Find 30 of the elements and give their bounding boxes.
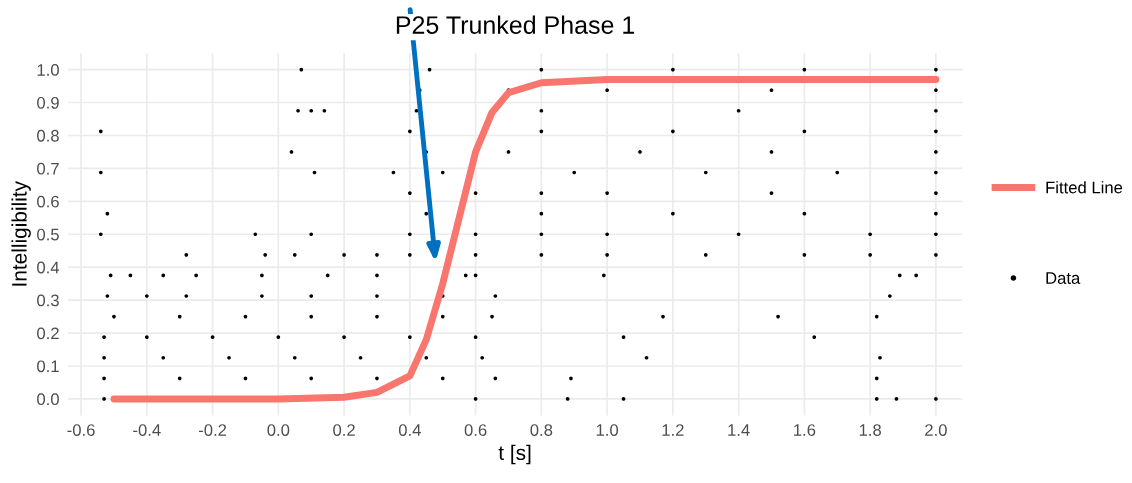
y-axis-title: Intelligibility <box>11 181 31 286</box>
y-tick-label: 0.7 <box>37 162 59 175</box>
y-tick-label: 0.9 <box>37 96 59 109</box>
legend-label: Fitted Line <box>1046 181 1123 194</box>
x-tick-label: 0.6 <box>464 424 487 436</box>
x-tick-label: 1.0 <box>596 424 619 436</box>
y-tick-label: 0.0 <box>37 393 59 406</box>
x-tick-label: -0.2 <box>198 424 227 436</box>
x-tick-label: 1.6 <box>794 424 816 436</box>
x-tick-label: 0.4 <box>398 424 421 436</box>
y-tick-label: 0.2 <box>37 327 59 340</box>
x-tick-label: 2.0 <box>925 424 947 436</box>
x-tick-label: -0.4 <box>133 424 161 436</box>
y-tick-label: 0.3 <box>37 294 59 307</box>
y-tick-label: 1.0 <box>37 64 59 76</box>
y-tick-label: 0.6 <box>37 195 59 208</box>
x-tick-label: 1.8 <box>859 424 881 436</box>
legend-label: Data <box>1046 272 1081 284</box>
x-tick-label: 0.0 <box>267 424 290 436</box>
x-tick-label: 1.2 <box>662 424 684 436</box>
x-tick-label: 0.2 <box>333 424 355 436</box>
chart-title: P25 Trunked Phase 1 <box>396 15 635 34</box>
y-tick-label: 0.4 <box>37 261 60 274</box>
y-tick-label: 0.8 <box>37 129 59 142</box>
y-tick-label: 0.5 <box>37 228 59 241</box>
x-tick-label: 0.8 <box>530 424 553 436</box>
x-tick-label: -0.6 <box>67 424 95 436</box>
x-tick-label: 1.4 <box>728 424 750 436</box>
y-tick-label: 0.1 <box>37 360 59 373</box>
x-axis-title: t [s] <box>498 444 531 465</box>
